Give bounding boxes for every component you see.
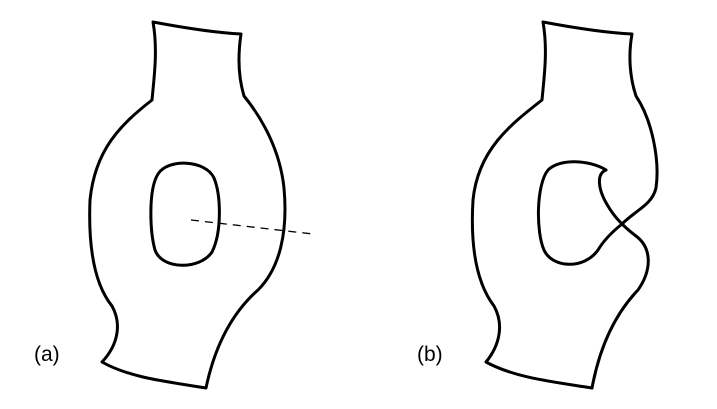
panel-b-diagram — [472, 22, 657, 388]
panel-b-inner-loop — [538, 162, 622, 265]
panel-b-upper-right-boundary — [543, 22, 657, 224]
panel-b-label: (b) — [417, 344, 443, 365]
panel-b-outer-right-boundary — [592, 236, 648, 388]
panel-a-label: (a) — [34, 344, 60, 365]
panel-a-cut-line — [191, 220, 313, 234]
panel-a-outer-boundary — [90, 22, 285, 388]
panel-b-outer-left-boundary — [472, 22, 592, 388]
panel-a-inner-hole — [151, 163, 220, 265]
panel-a-diagram — [90, 22, 313, 388]
